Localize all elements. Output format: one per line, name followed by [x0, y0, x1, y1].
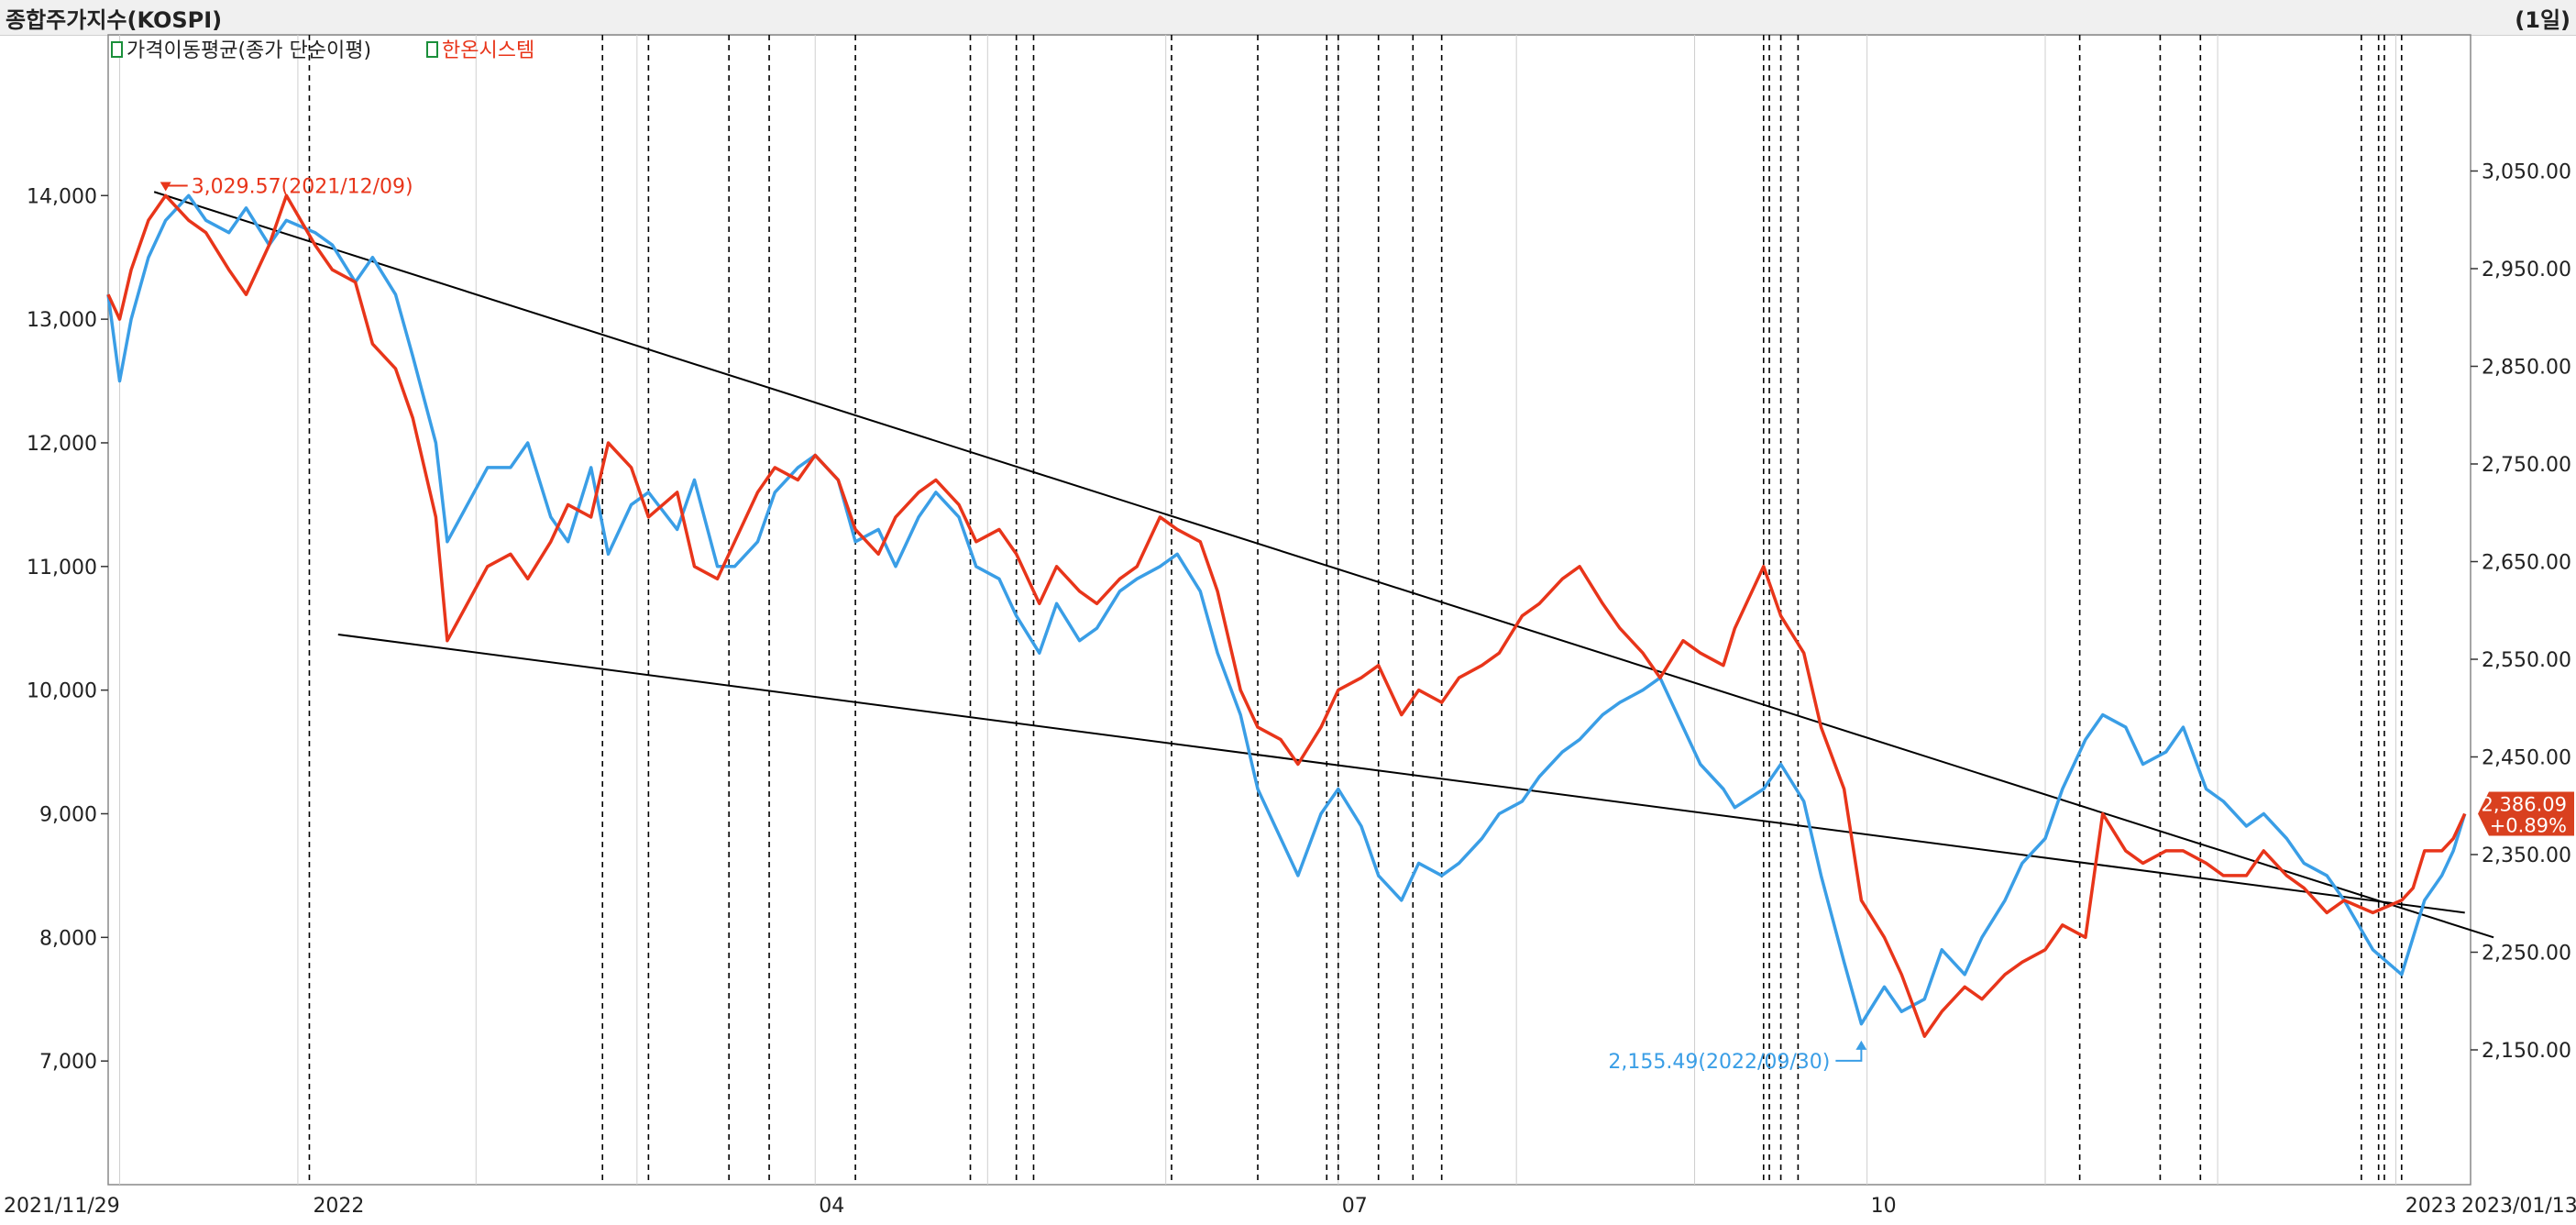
last-change-text: +0.89% [2490, 814, 2567, 836]
right-axis-tick-label: 2,450.00 [2482, 747, 2571, 770]
trendline [337, 633, 2465, 914]
chart-title: 종합주가지수(KOSPI) [6, 7, 223, 33]
x-axis-tick-label: 04 [819, 1195, 844, 1218]
plot-frame [107, 34, 2471, 1186]
legend-swatch [111, 41, 123, 58]
right-axis-tick-label: 2,550.00 [2482, 649, 2571, 672]
left-axis-tick-label: 9,000 [39, 803, 97, 826]
right-axis-tick-label: 2,750.00 [2482, 454, 2571, 477]
right-axis-tick-label: 2,350.00 [2482, 844, 2571, 867]
left-axis-tick-label: 12,000 [27, 433, 97, 456]
trendline [153, 191, 2494, 939]
x-axis-tick-label: 2021/11/29 [4, 1195, 120, 1218]
right-axis-tick-label: 2,850.00 [2482, 357, 2571, 380]
trough-annotation: 2,155.49(2022/09/30) [1608, 1051, 1830, 1074]
x-axis-tick-label: 2023/01/13 [2461, 1195, 2576, 1218]
last-value-badge [2478, 791, 2574, 836]
left-axis-tick-label: 7,000 [39, 1051, 97, 1074]
series-line [106, 193, 2467, 1026]
left-axis-tick-label: 14,000 [27, 185, 97, 208]
series-line [106, 193, 2467, 1038]
legend-entry: 한온시스템 [442, 39, 534, 62]
right-axis-tick-label: 2,950.00 [2482, 259, 2571, 281]
x-axis-tick-label: 10 [1871, 1195, 1897, 1218]
period-label: (1일) [2515, 7, 2570, 33]
left-axis-tick-label: 13,000 [27, 309, 97, 332]
x-axis-tick-label: 2023 [2405, 1195, 2457, 1218]
right-axis-tick-label: 3,050.00 [2482, 161, 2571, 184]
last-value-text: 2,386.09 [2481, 793, 2567, 815]
left-axis-tick-label: 8,000 [39, 927, 97, 950]
x-axis-tick-label: 2022 [313, 1195, 364, 1218]
right-axis-tick-label: 2,150.00 [2482, 1040, 2571, 1063]
left-axis-tick-label: 10,000 [27, 680, 97, 703]
legend-swatch [426, 41, 438, 58]
peak-annotation: 3,029.57(2021/12/09) [192, 176, 413, 199]
trough-leader [1835, 1042, 1863, 1062]
left-axis-tick-label: 11,000 [27, 557, 97, 579]
right-axis-tick-label: 2,650.00 [2482, 552, 2571, 575]
x-axis-tick-label: 07 [1342, 1195, 1368, 1218]
legend-entry: 가격이동평균(종가 단순이평) [127, 39, 371, 62]
right-axis-tick-label: 2,250.00 [2482, 943, 2571, 966]
